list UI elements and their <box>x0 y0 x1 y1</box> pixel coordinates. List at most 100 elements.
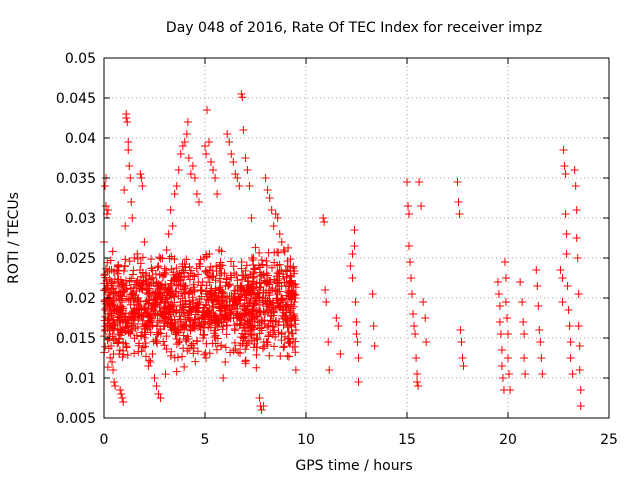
data-point <box>109 366 118 374</box>
texture-point <box>239 271 248 280</box>
texture-point <box>153 263 162 272</box>
data-point <box>125 162 134 170</box>
texture-point <box>192 303 201 312</box>
texture-point <box>114 337 123 346</box>
texture-point <box>242 261 251 270</box>
texture-point <box>155 253 164 262</box>
texture-point <box>255 283 264 292</box>
texture-point <box>192 264 201 273</box>
texture-point <box>280 247 289 256</box>
data-point <box>563 282 572 290</box>
data-point <box>148 350 157 358</box>
texture-point <box>118 310 127 319</box>
texture-point <box>153 300 162 309</box>
texture-point <box>194 320 203 329</box>
texture-point <box>265 291 274 300</box>
texture-point <box>149 337 158 346</box>
texture-point <box>160 317 169 326</box>
data-point <box>407 274 416 282</box>
texture-point <box>226 348 235 357</box>
data-point <box>413 370 422 378</box>
data-point <box>496 330 505 338</box>
texture-point <box>231 300 240 309</box>
texture-point <box>255 248 264 257</box>
texture-point <box>181 284 190 293</box>
texture-point <box>109 288 118 297</box>
data-point <box>556 266 565 274</box>
texture-point <box>190 324 199 333</box>
data-point <box>180 138 189 146</box>
texture-point <box>138 253 147 262</box>
texture-point <box>112 307 121 316</box>
data-point <box>369 322 378 330</box>
texture-point <box>175 272 184 281</box>
data-point <box>405 242 414 250</box>
texture-point <box>280 278 289 287</box>
texture-point <box>175 337 184 346</box>
texture-point <box>130 306 139 315</box>
data-point <box>128 214 137 222</box>
data-point <box>498 374 507 382</box>
data-point <box>176 150 185 158</box>
data-point <box>505 370 514 378</box>
data-point <box>127 198 136 206</box>
texture-point <box>124 313 133 322</box>
texture-point <box>254 261 263 270</box>
texture-point <box>279 343 288 352</box>
texture-point <box>258 344 267 353</box>
texture-point <box>121 309 130 318</box>
texture-point <box>218 325 227 334</box>
data-point <box>168 222 177 230</box>
data-point <box>519 318 528 326</box>
texture-point <box>266 328 275 337</box>
texture-point <box>190 287 199 296</box>
texture-point <box>139 343 148 352</box>
texture-point <box>185 275 194 284</box>
texture-point <box>226 308 235 317</box>
data-point <box>124 146 133 154</box>
texture-point <box>181 322 190 331</box>
texture-point <box>152 330 161 339</box>
texture-point <box>178 294 187 303</box>
texture-point <box>291 316 300 325</box>
texture-point <box>222 302 231 311</box>
texture-point <box>236 341 245 350</box>
texture-point <box>122 323 131 332</box>
data-point <box>560 162 569 170</box>
texture-point <box>202 353 211 362</box>
texture-point <box>171 287 180 296</box>
texture-point <box>154 328 163 337</box>
texture-point <box>244 277 253 286</box>
data-point <box>271 210 280 218</box>
texture-point <box>238 275 247 284</box>
y-tick-label: 0.015 <box>56 331 96 347</box>
data-point <box>154 390 163 398</box>
texture-point <box>211 331 220 340</box>
texture-point <box>195 259 204 268</box>
x-tick-label: 5 <box>201 432 210 448</box>
data-point <box>152 382 161 390</box>
texture-point <box>151 335 160 344</box>
y-tick-label: 0.025 <box>56 251 96 267</box>
texture-point <box>217 269 226 278</box>
texture-point <box>190 272 199 281</box>
data-point <box>265 194 274 202</box>
data-point <box>520 354 529 362</box>
data-point <box>137 174 146 182</box>
texture-point <box>266 308 275 317</box>
texture-point <box>121 276 130 285</box>
texture-point <box>273 279 282 288</box>
data-point <box>415 178 424 186</box>
texture-point <box>179 344 188 353</box>
data-point <box>417 202 426 210</box>
texture-point <box>255 300 264 309</box>
data-point <box>136 170 145 178</box>
data-point <box>459 362 468 370</box>
texture-point <box>179 310 188 319</box>
texture-point <box>230 338 239 347</box>
x-axis-label: GPS time / hours <box>295 458 412 474</box>
texture-point <box>184 313 193 322</box>
data-point <box>351 298 360 306</box>
data-point <box>166 206 175 214</box>
data-point <box>533 282 542 290</box>
